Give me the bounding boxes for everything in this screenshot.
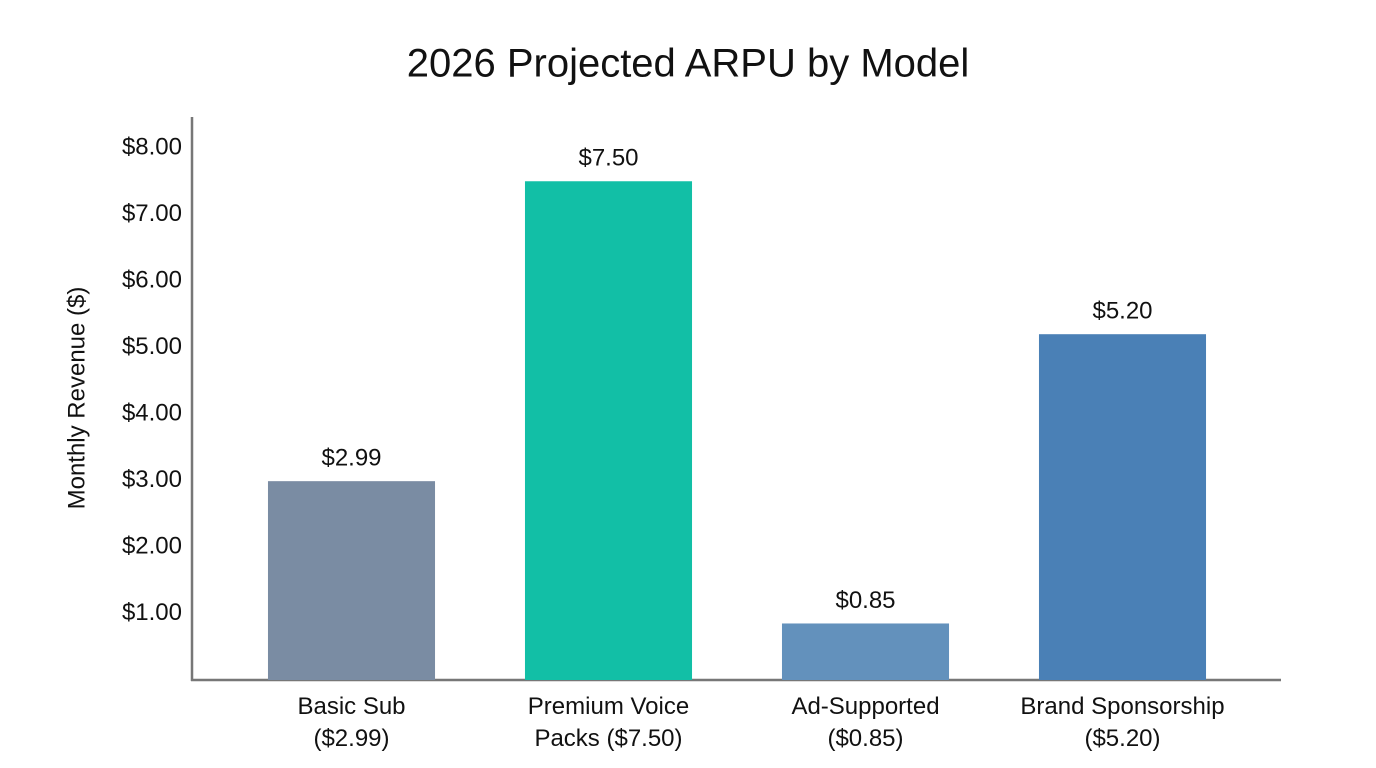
x-tick-label: Ad-Supported ($0.85) <box>791 693 940 752</box>
y-axis-label: Monthly Revenue ($) <box>63 287 90 510</box>
x-tick-label: Brand Sponsorship ($5.20) <box>1020 693 1225 752</box>
y-tick-label: $2.00 <box>122 532 182 559</box>
x-tick-label: Basic Sub ($2.99) <box>297 693 406 752</box>
value-label: $5.20 <box>1092 298 1152 325</box>
value-label: $0.85 <box>835 587 895 614</box>
y-tick-label: $7.00 <box>122 200 182 227</box>
y-tick-label: $4.00 <box>122 399 182 426</box>
chart-title: 2026 Projected ARPU by Model <box>407 42 970 86</box>
bar <box>267 481 436 680</box>
y-tick-label: $5.00 <box>122 333 182 360</box>
y-tick-label: $6.00 <box>122 266 182 293</box>
value-label: $2.99 <box>321 445 381 472</box>
bar <box>524 181 693 680</box>
x-tick-label: Premium Voice Packs ($7.50) <box>527 693 690 752</box>
y-tick-label: $1.00 <box>122 599 182 626</box>
y-tick-label: $8.00 <box>122 133 182 160</box>
bar <box>1038 334 1207 680</box>
y-tick-label: $3.00 <box>122 466 182 493</box>
bar <box>781 623 950 680</box>
value-label: $7.50 <box>578 145 638 172</box>
